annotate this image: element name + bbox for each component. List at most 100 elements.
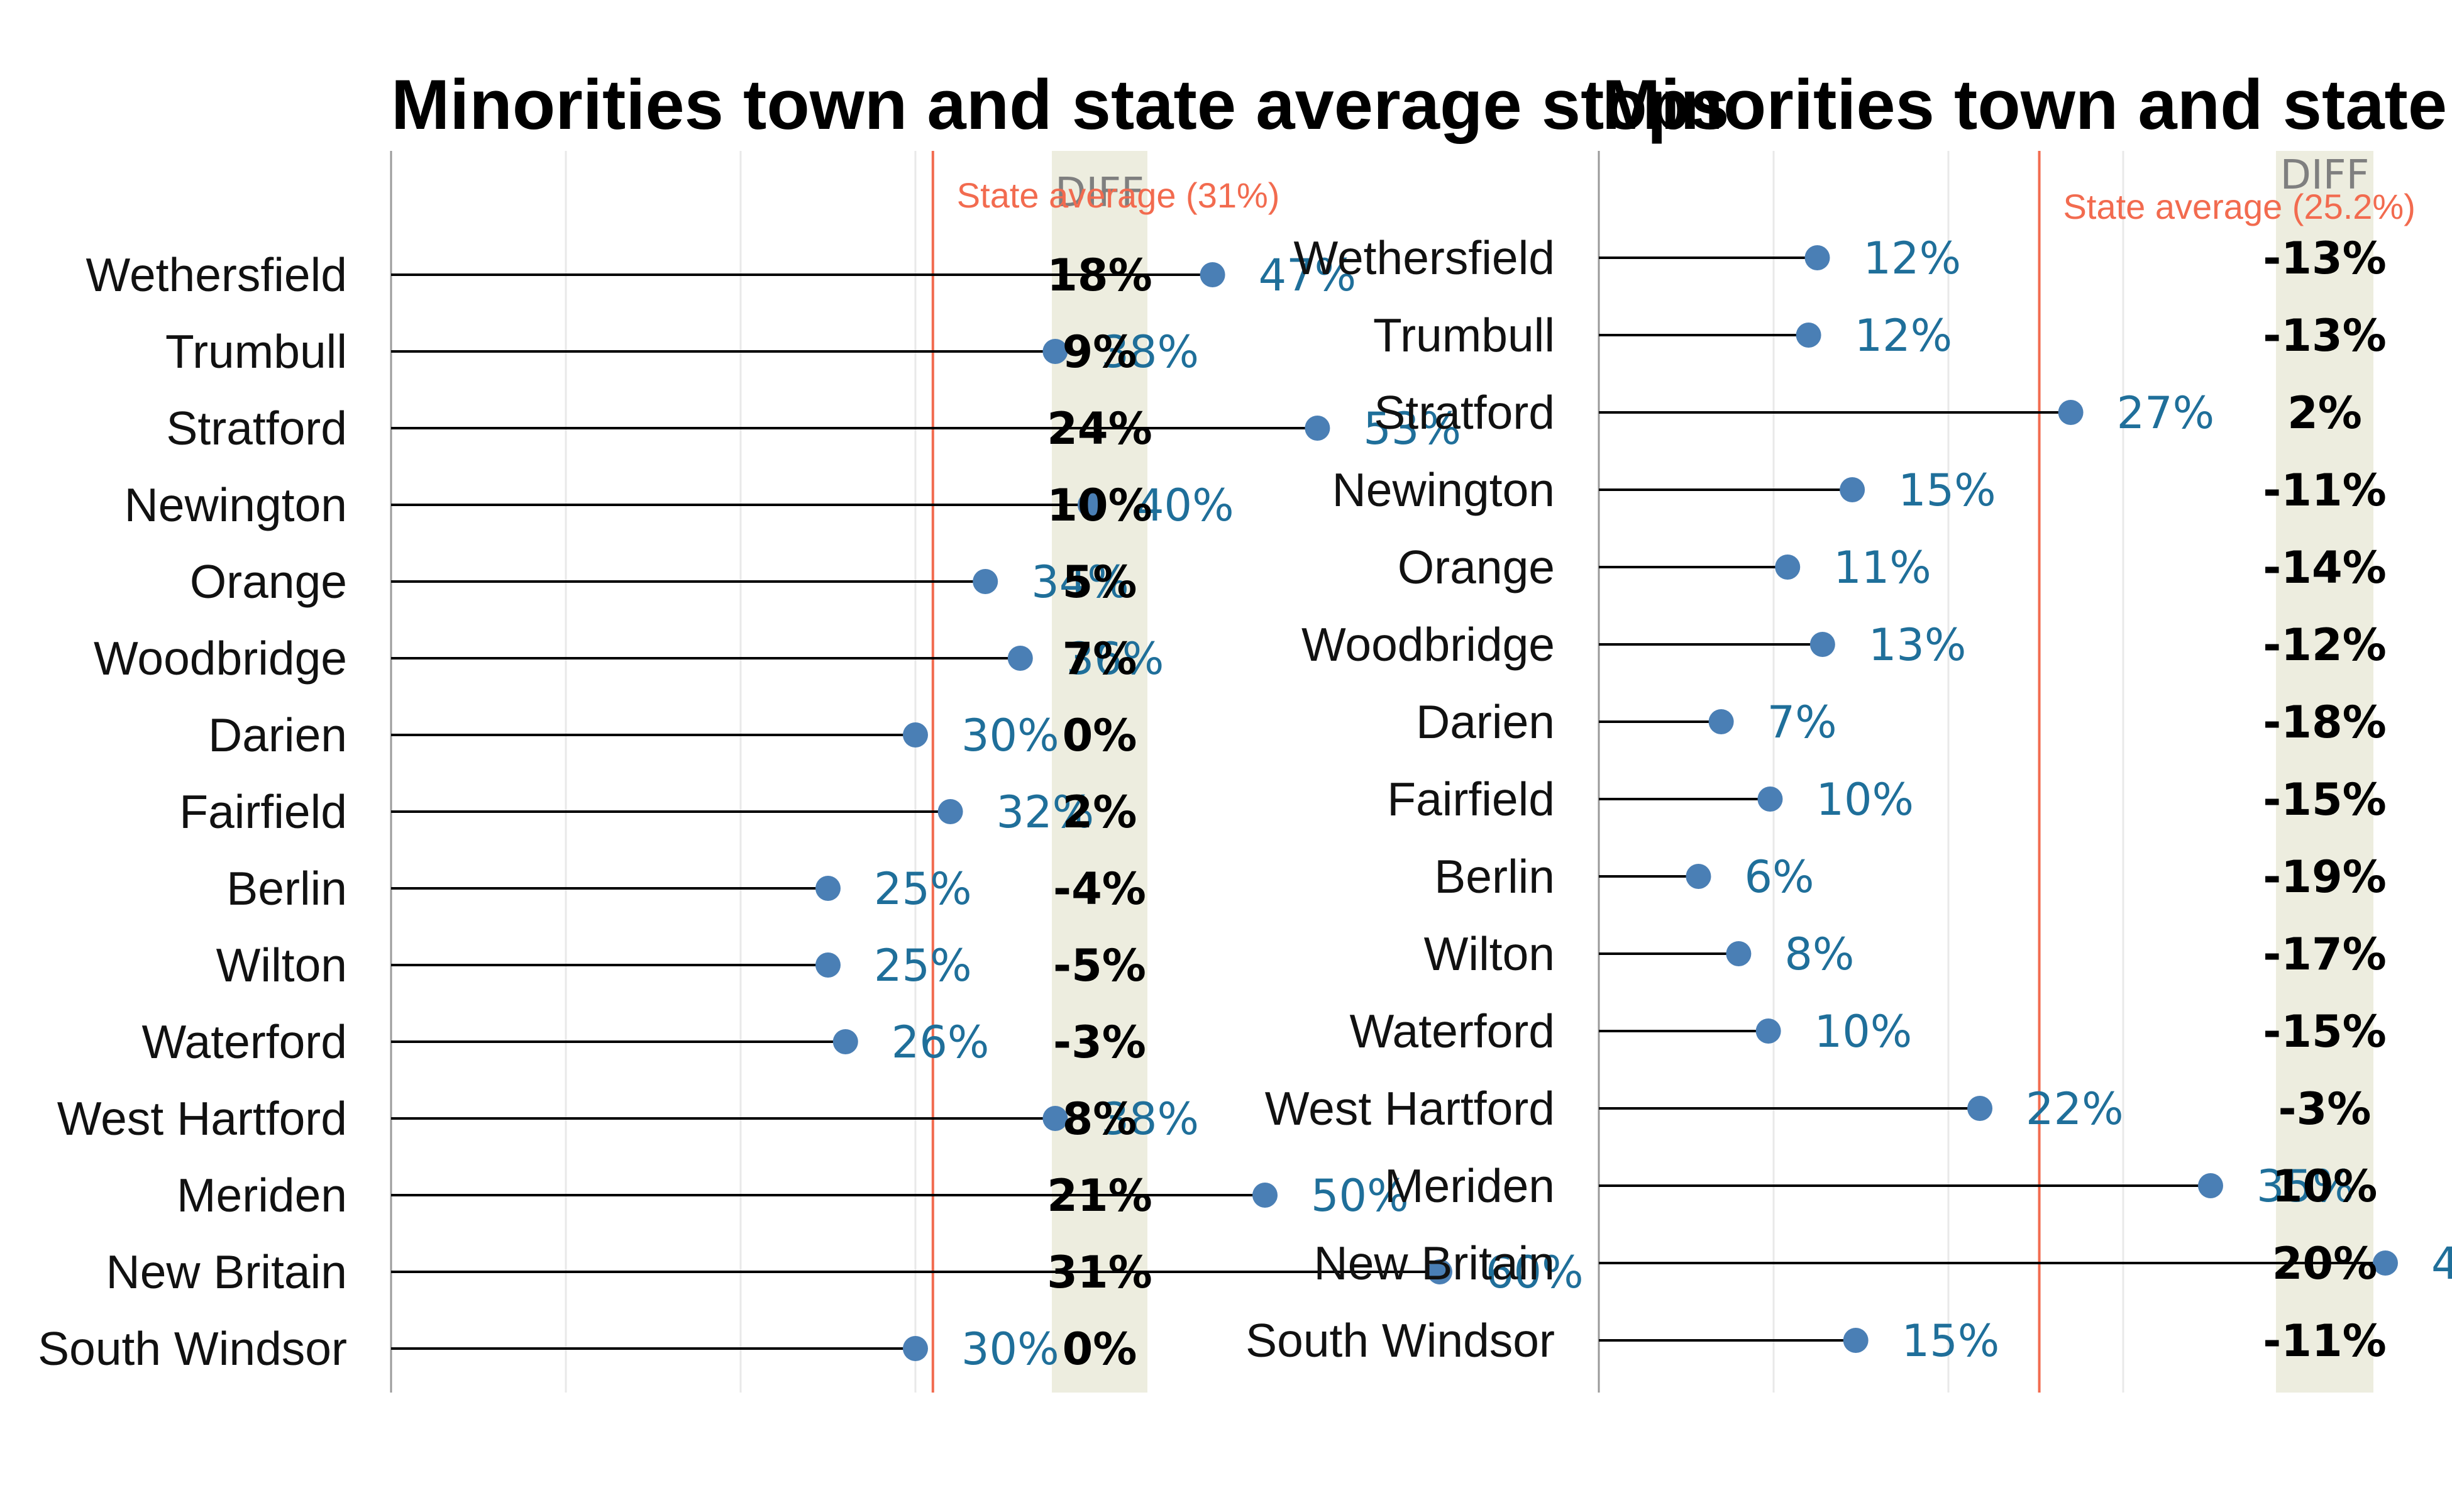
diff-value: -18% [2263,697,2387,748]
category-label: Wilton [1424,927,1555,980]
data-label: 12% [1855,310,1953,361]
data-point [815,952,841,978]
category-label: Darien [1416,695,1555,748]
data-label: 35% [2256,1161,2355,1212]
category-label: South Windsor [1245,1314,1555,1367]
category-label: Waterford [1350,1005,1555,1057]
category-label: Newington [1332,463,1555,516]
data-label: 30% [961,710,1059,761]
data-point [1708,709,1734,734]
data-point [1967,1096,1993,1121]
diff-value: 5% [1063,556,1137,608]
data-label: 22% [2026,1083,2124,1135]
category-label: Waterford [142,1015,347,1068]
data-point [1686,864,1711,889]
data-label: 12% [1864,233,1962,284]
category-label: Berlin [226,862,347,915]
category-label: Wilton [216,939,347,991]
data-label: 7% [1767,697,1837,748]
data-point [903,1336,928,1361]
diff-value: 20% [2272,1238,2378,1289]
data-point [1755,1018,1781,1044]
data-label: 27% [2117,387,2215,439]
data-label: 10% [1816,774,1914,825]
data-label: 30% [961,1323,1059,1375]
category-label: Stratford [1374,386,1555,439]
diff-value: -4% [1053,863,1146,915]
diff-value: -11% [2263,1315,2387,1367]
data-point [2198,1173,2223,1198]
data-point [832,1029,858,1054]
data-label: 36% [1066,633,1164,685]
diff-value: -15% [2263,774,2387,825]
data-label: 53% [1363,403,1461,455]
diff-value: -14% [2263,542,2387,593]
data-point [1809,632,1835,657]
diff-value: 31% [1047,1247,1152,1298]
diff-column-background [1052,151,1147,1393]
data-point [1200,262,1225,287]
category-label: Fairfield [1387,773,1555,825]
data-point [903,722,928,748]
diff-value: 2% [1063,786,1137,838]
category-label: Woodbridge [1301,618,1555,671]
diff-column-header: DIFF [2280,152,2370,199]
data-point [1775,555,1801,580]
category-label: Darien [208,709,347,761]
data-label: 38% [1101,326,1199,378]
diff-value: -12% [2263,619,2387,671]
data-label: 11% [1833,542,1931,593]
diff-value: 0% [1063,1323,1137,1375]
category-label: South Windsor [38,1322,347,1375]
data-label: 26% [892,1017,990,1068]
category-label: Berlin [1434,850,1555,903]
diff-value: 24% [1047,403,1152,455]
diff-value: 18% [1047,250,1152,301]
category-label: Meriden [177,1169,347,1222]
data-point [1305,416,1330,441]
diff-value: -17% [2263,929,2387,980]
data-point [1042,1106,1068,1131]
category-label: Meriden [1384,1159,1555,1212]
data-point [937,799,963,824]
data-label: 45% [2431,1238,2452,1289]
data-point [2058,400,2084,425]
data-label: 32% [997,786,1095,838]
diff-value: 10% [2272,1161,2378,1212]
diff-value: 7% [1063,633,1137,685]
category-label: Orange [1398,541,1555,593]
data-point [1252,1183,1278,1208]
category-label: Woodbridge [94,632,347,685]
reference-line-label: State average (31%) [957,175,1280,215]
category-label: Fairfield [179,785,347,838]
data-point [815,876,841,901]
data-point [973,569,998,594]
data-label: 60% [1486,1247,1584,1298]
diff-column-background [2276,151,2373,1393]
category-label: New Britain [1314,1237,1555,1289]
diff-value: -19% [2263,851,2387,903]
chart-title: Minorities town and state pop [1602,65,2452,144]
category-label: Wethersfield [1294,231,1555,284]
diff-column-header: DIFF [1055,170,1144,216]
data-point [1804,245,1830,270]
data-label: 40% [1136,480,1234,531]
data-label: 38% [1101,1093,1199,1145]
category-label: West Hartford [1265,1082,1555,1135]
data-label: 13% [1869,619,1967,671]
diff-value: -13% [2263,233,2387,284]
data-point [1726,941,1752,966]
data-label: 50% [1311,1170,1409,1222]
diff-value: -11% [2263,465,2387,516]
data-point [1796,323,1821,348]
diff-value: -13% [2263,310,2387,361]
data-label: 25% [874,940,972,991]
data-point [1427,1259,1452,1284]
category-label: Orange [190,555,347,608]
data-label: 15% [1902,1315,2000,1367]
chart-title: Minorities town and state average stops [391,65,1730,144]
